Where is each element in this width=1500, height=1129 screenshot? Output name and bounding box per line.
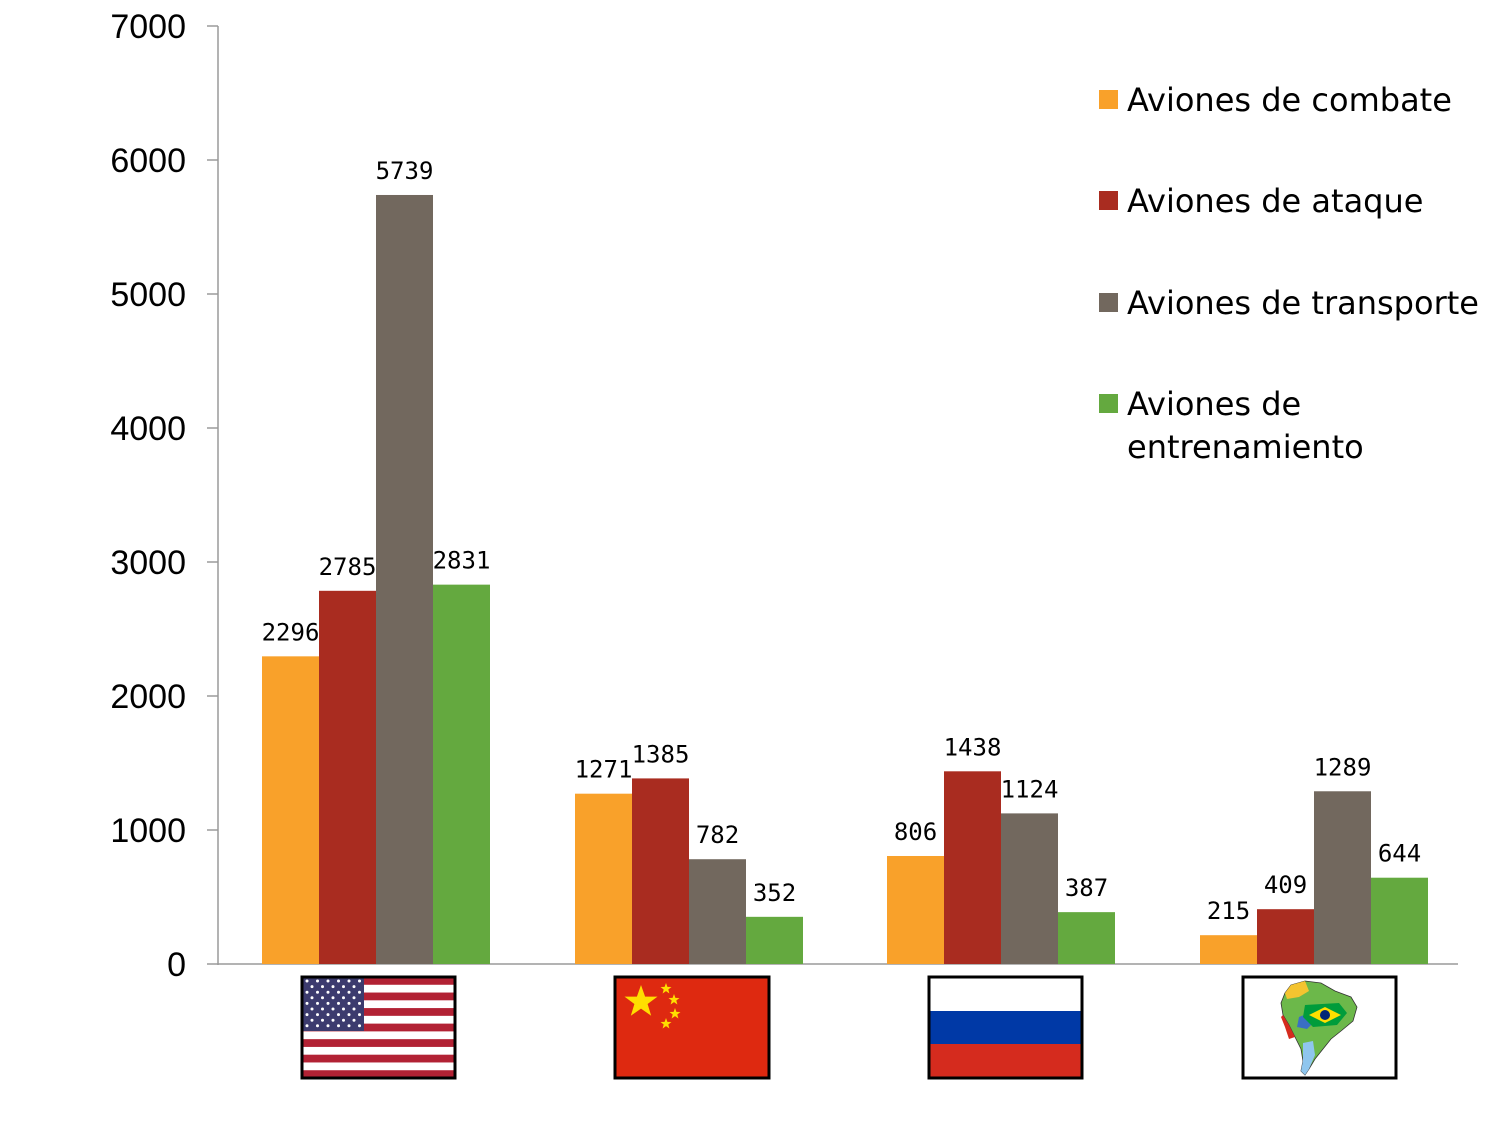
bar — [632, 778, 689, 964]
y-tick-label: 0 — [167, 946, 186, 984]
data-label: 215 — [1207, 897, 1250, 925]
bar — [689, 859, 746, 964]
data-label: 2831 — [433, 547, 491, 575]
y-tick-label: 3000 — [110, 544, 186, 582]
legend-label: Aviones de transporte — [1127, 284, 1479, 322]
data-label: 2296 — [262, 618, 320, 646]
legend-label: entrenamiento — [1127, 428, 1364, 466]
data-label: 1271 — [575, 756, 633, 784]
y-axis: 0 1000 2000 3000 4000 5000 6000 7000 — [110, 8, 1458, 984]
bar — [944, 771, 1001, 964]
y-tick-label: 4000 — [110, 410, 186, 448]
legend-label: Aviones de — [1127, 385, 1301, 423]
bar — [887, 855, 944, 964]
china-flag-icon — [613, 975, 771, 1080]
data-label: 782 — [696, 821, 739, 849]
bar — [1200, 935, 1257, 964]
data-label: 644 — [1378, 840, 1421, 868]
legend-swatch — [1099, 90, 1118, 109]
bar — [1001, 813, 1058, 964]
bar — [1257, 909, 1314, 964]
bar — [1058, 912, 1115, 964]
category-icons — [300, 975, 1398, 1080]
y-tick-label: 7000 — [110, 8, 186, 46]
legend-label: Aviones de combate — [1127, 81, 1452, 119]
data-label: 1438 — [944, 733, 1002, 761]
data-label: 1124 — [1001, 775, 1059, 803]
y-tick-label: 6000 — [110, 142, 186, 180]
bar — [376, 194, 433, 964]
y-tick-label: 2000 — [110, 678, 186, 716]
data-labels: 2296 1271 806 215 2785 1385 1438 409 5739 782 1124… — [262, 157, 1422, 925]
legend: Aviones de combate Aviones de ataque Avion… — [1099, 81, 1479, 466]
data-label: 1385 — [632, 740, 690, 768]
legend-item: Aviones de transporte — [1099, 284, 1479, 322]
legend-item: Aviones de entrenamiento — [1099, 385, 1364, 466]
bar — [1314, 791, 1371, 964]
data-label: 387 — [1065, 874, 1108, 902]
bar — [575, 793, 632, 964]
data-label: 352 — [753, 879, 796, 907]
legend-swatch — [1099, 191, 1118, 210]
bar — [746, 916, 803, 964]
bar — [262, 656, 319, 964]
legend-label: Aviones de ataque — [1127, 182, 1423, 220]
data-label: 409 — [1264, 871, 1307, 899]
legend-item: Aviones de combate — [1099, 81, 1452, 119]
data-label: 5739 — [376, 157, 434, 185]
bars — [262, 194, 1428, 964]
y-tick-label: 1000 — [110, 812, 186, 850]
legend-swatch — [1099, 293, 1118, 312]
usa-flag-icon — [300, 975, 457, 1080]
bar — [433, 584, 490, 964]
bar — [319, 590, 376, 964]
data-label: 2785 — [319, 553, 377, 581]
y-tick-label: 5000 — [110, 276, 186, 314]
bar — [1371, 877, 1428, 964]
data-label: 806 — [894, 818, 937, 846]
russia-flag-icon — [927, 975, 1084, 1080]
south-america-map-icon — [1241, 975, 1398, 1080]
data-label: 1289 — [1314, 753, 1372, 781]
legend-item: Aviones de ataque — [1099, 182, 1423, 220]
legend-swatch — [1099, 394, 1118, 413]
